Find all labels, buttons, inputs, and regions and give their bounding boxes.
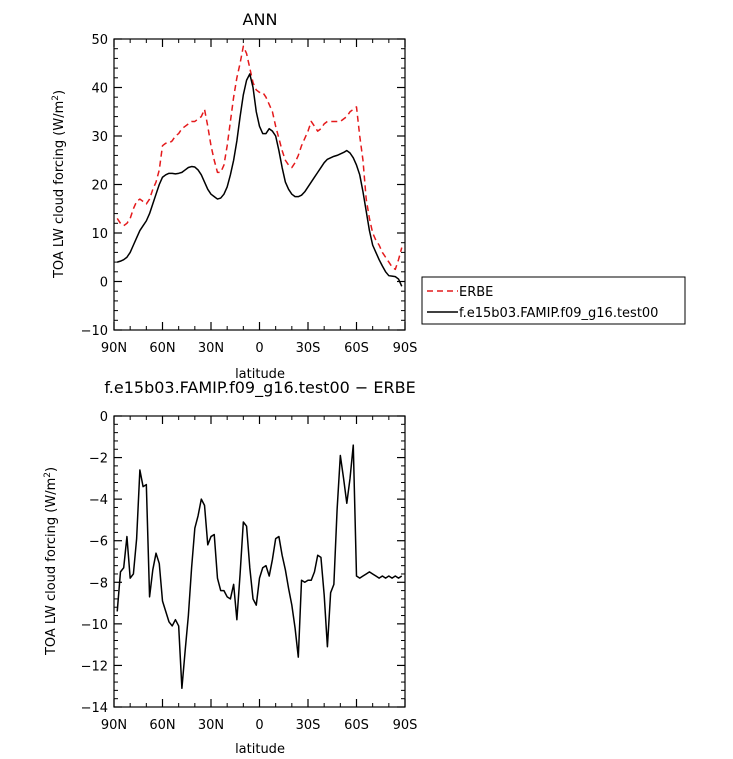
bottom-y-tick-label: −12	[81, 659, 108, 674]
top-series	[116, 45, 403, 287]
top-y-tick-label: 40	[91, 82, 108, 97]
bottom-panel: f.e15b03.FAMIP.f09_g16.test00 − ERBE −14…	[43, 378, 417, 757]
top-x-tick-label: 30S	[296, 341, 321, 356]
bottom-x-tick-label: 60N	[149, 718, 175, 733]
bottom-y-tick-label: −8	[89, 576, 108, 591]
bottom-y-tick-label: −10	[81, 618, 108, 633]
bottom-x-tick-label: 60S	[344, 718, 369, 733]
legend: ERBE f.e15b03.FAMIP.f09_g16.test00	[421, 276, 686, 325]
top-panel: ANN −10 0 10 20 30 40 50 90N 60N 30N 0 30S 60S 90S l…	[51, 10, 417, 382]
top-y-tick-label: 20	[91, 179, 108, 194]
bottom-y-axis-label: TOA LW cloud forcing (W/m2)	[43, 467, 59, 656]
bottom-y-tick-label: −2	[89, 452, 108, 467]
bottom-x-axis-label: latitude	[235, 742, 285, 757]
bottom-y-tick-label: −4	[89, 493, 108, 508]
top-x-axis-label: latitude	[235, 367, 285, 382]
legend-label-model: f.e15b03.FAMIP.f09_g16.test00	[459, 306, 658, 321]
bottom-x-tick-label: 90N	[101, 718, 127, 733]
bottom-series-line-0	[116, 444, 403, 690]
bottom-x-ticks: 90N 60N 30N 0 30S 60S 90S	[101, 416, 418, 733]
bottom-series	[116, 444, 403, 690]
top-x-tick-label: 60S	[344, 341, 369, 356]
bottom-y-ticks: −14 −12 −10 −8 −6 −4 −2 0	[81, 410, 405, 716]
top-x-tick-label: 90S	[393, 341, 418, 356]
bottom-x-tick-label: 30S	[296, 718, 321, 733]
bottom-y-tick-label: −14	[81, 701, 108, 716]
top-series-line-0	[116, 45, 403, 271]
top-x-tick-label: 60N	[149, 341, 175, 356]
top-y-tick-label: 0	[100, 276, 108, 291]
top-y-axis-label: TOA LW cloud forcing (W/m2)	[51, 90, 67, 279]
bottom-title: f.e15b03.FAMIP.f09_g16.test00 − ERBE	[104, 378, 415, 398]
bottom-y-tick-label: −6	[89, 535, 108, 550]
top-y-ticks: −10 0 10 20 30 40 50	[81, 33, 405, 339]
top-x-tick-label: 90N	[101, 341, 127, 356]
top-series-line-1	[117, 73, 403, 287]
top-y-tick-label: 30	[91, 130, 108, 145]
bottom-x-tick-label: 0	[255, 718, 263, 733]
top-x-tick-label: 0	[255, 341, 263, 356]
top-title: ANN	[243, 10, 278, 29]
top-y-tick-label: −10	[81, 324, 108, 339]
legend-label-erbe: ERBE	[459, 285, 493, 300]
bottom-x-tick-label: 30N	[198, 718, 224, 733]
top-y-tick-label: 50	[91, 33, 108, 48]
bottom-x-tick-label: 90S	[393, 718, 418, 733]
top-x-ticks: 90N 60N 30N 0 30S 60S 90S	[101, 39, 418, 356]
top-y-tick-label: 10	[91, 227, 108, 242]
legend-box	[421, 276, 686, 325]
bottom-plot-frame	[113, 415, 406, 708]
top-x-tick-label: 30N	[198, 341, 224, 356]
bottom-y-tick-label: 0	[100, 410, 108, 425]
